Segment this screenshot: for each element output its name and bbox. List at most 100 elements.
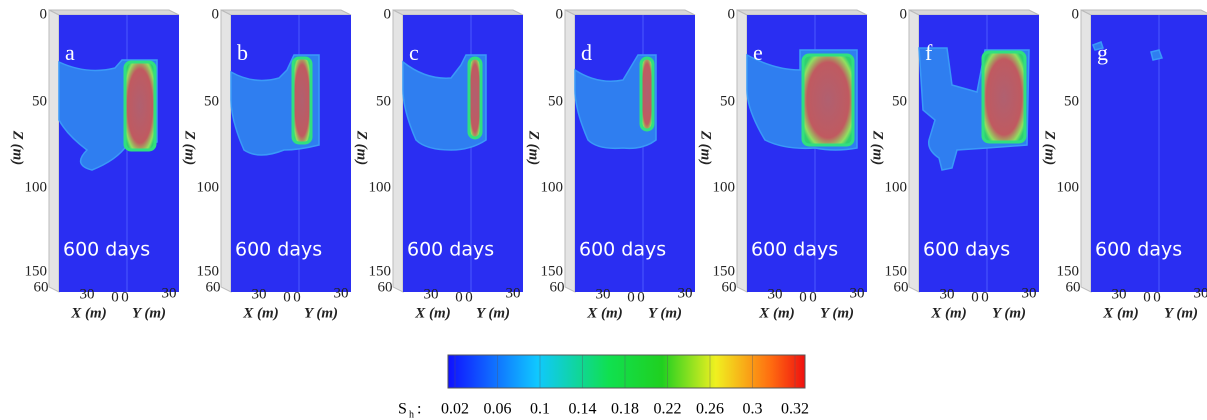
box-side (736, 9, 748, 293)
z-tick: 0 (40, 6, 48, 22)
panel-label: e (753, 40, 763, 65)
z-tick: 0 (212, 6, 220, 22)
z-tick: 100 (369, 179, 392, 195)
x-tick: 0 (799, 289, 807, 305)
panel-label: a (65, 40, 75, 65)
box-side (564, 9, 576, 293)
colorbar-tick: 0.3 (743, 401, 763, 418)
x-tick: 30 (768, 286, 783, 302)
x-tick: 0 (111, 289, 119, 305)
z-tick: 150 (369, 263, 392, 279)
z-tick: 50 (1064, 93, 1079, 109)
box-side (220, 9, 232, 293)
x-tick: 60 (894, 279, 909, 295)
y-tick: 30 (1194, 285, 1207, 301)
colorbar-subscript: h (409, 409, 414, 420)
colorbar-tick: 0.14 (569, 401, 597, 418)
y-label: Y (m) (992, 305, 1026, 321)
z-tick: 100 (541, 179, 564, 195)
y-tick: 0 (465, 289, 473, 305)
box-side (1080, 9, 1092, 293)
x-tick: 60 (722, 279, 737, 295)
x-label: X (m) (242, 305, 278, 321)
y-tick: 0 (1153, 289, 1161, 305)
y-tick: 0 (981, 289, 989, 305)
colorbar-tick: 0.32 (781, 401, 809, 418)
x-tick: 60 (34, 279, 49, 295)
x-tick: 60 (378, 279, 393, 295)
x-tick: 0 (455, 289, 463, 305)
y-tick: 30 (678, 285, 693, 301)
x-tick: 0 (283, 289, 291, 305)
plume (402, 54, 487, 151)
y-tick: 0 (637, 289, 645, 305)
time-label: 600 days (579, 239, 666, 261)
z-tick: 150 (885, 263, 908, 279)
colorbar (447, 354, 806, 389)
x-label: X (m) (930, 305, 966, 321)
z-tick: 0 (1072, 6, 1080, 22)
y-tick: 0 (293, 289, 301, 305)
z-tick: 0 (556, 6, 564, 22)
x-tick: 60 (550, 279, 565, 295)
z-tick: 0 (384, 6, 392, 22)
colorbar-ticks: 0.02 0.06 0.1 0.14 0.18 0.22 0.26 0.3 0.32 (441, 355, 809, 418)
plume-core (467, 56, 483, 140)
time-label: 600 days (63, 239, 150, 261)
y-label: Y (m) (476, 305, 510, 321)
y-label: Y (m) (1164, 305, 1198, 321)
box-top (736, 9, 868, 16)
plume (574, 54, 657, 150)
plume-core (801, 53, 855, 147)
colorbar-separator: : (417, 401, 421, 418)
colorbar-tick: 0.06 (484, 401, 512, 418)
z-tick: 100 (885, 179, 908, 195)
time-label: 600 days (235, 239, 322, 261)
x-tick: 0 (1143, 289, 1151, 305)
x-tick: 60 (206, 279, 221, 295)
z-label: Z (m) (870, 130, 886, 166)
z-label: Z (m) (698, 130, 714, 166)
y-tick: 30 (162, 285, 177, 301)
panel-label: g (1097, 40, 1108, 65)
y-label: Y (m) (648, 305, 682, 321)
z-tick: 100 (1057, 179, 1080, 195)
x-tick: 30 (80, 286, 95, 302)
z-tick: 150 (197, 263, 220, 279)
plume (1092, 41, 1164, 61)
z-tick: 100 (25, 179, 48, 195)
x-tick: 0 (971, 289, 979, 305)
z-tick: 50 (548, 93, 563, 109)
z-label: Z (m) (1042, 130, 1058, 166)
x-tick: 30 (1112, 286, 1127, 302)
y-tick: 30 (850, 285, 865, 301)
x-label: X (m) (414, 305, 450, 321)
box-top (908, 9, 1040, 16)
time-label: 600 days (1095, 239, 1182, 261)
box-side (48, 9, 60, 293)
box-top (564, 9, 696, 16)
panel-label: f (925, 40, 933, 65)
colorbar-tick: 0.18 (611, 401, 639, 418)
box-top (220, 9, 352, 16)
z-label: Z (m) (182, 130, 198, 166)
z-label: Z (m) (354, 130, 370, 166)
z-tick: 150 (25, 263, 48, 279)
z-tick: 0 (728, 6, 736, 22)
x-label: X (m) (1102, 305, 1138, 321)
x-tick: 0 (627, 289, 635, 305)
time-label: 600 days (923, 239, 1010, 261)
y-tick: 0 (809, 289, 817, 305)
z-tick: 50 (376, 93, 391, 109)
x-label: X (m) (758, 305, 794, 321)
y-label: Y (m) (132, 305, 166, 321)
box-front (1091, 15, 1207, 292)
y-tick: 30 (334, 285, 349, 301)
box-top (392, 9, 524, 16)
x-tick: 60 (1066, 279, 1081, 295)
z-tick: 150 (541, 263, 564, 279)
